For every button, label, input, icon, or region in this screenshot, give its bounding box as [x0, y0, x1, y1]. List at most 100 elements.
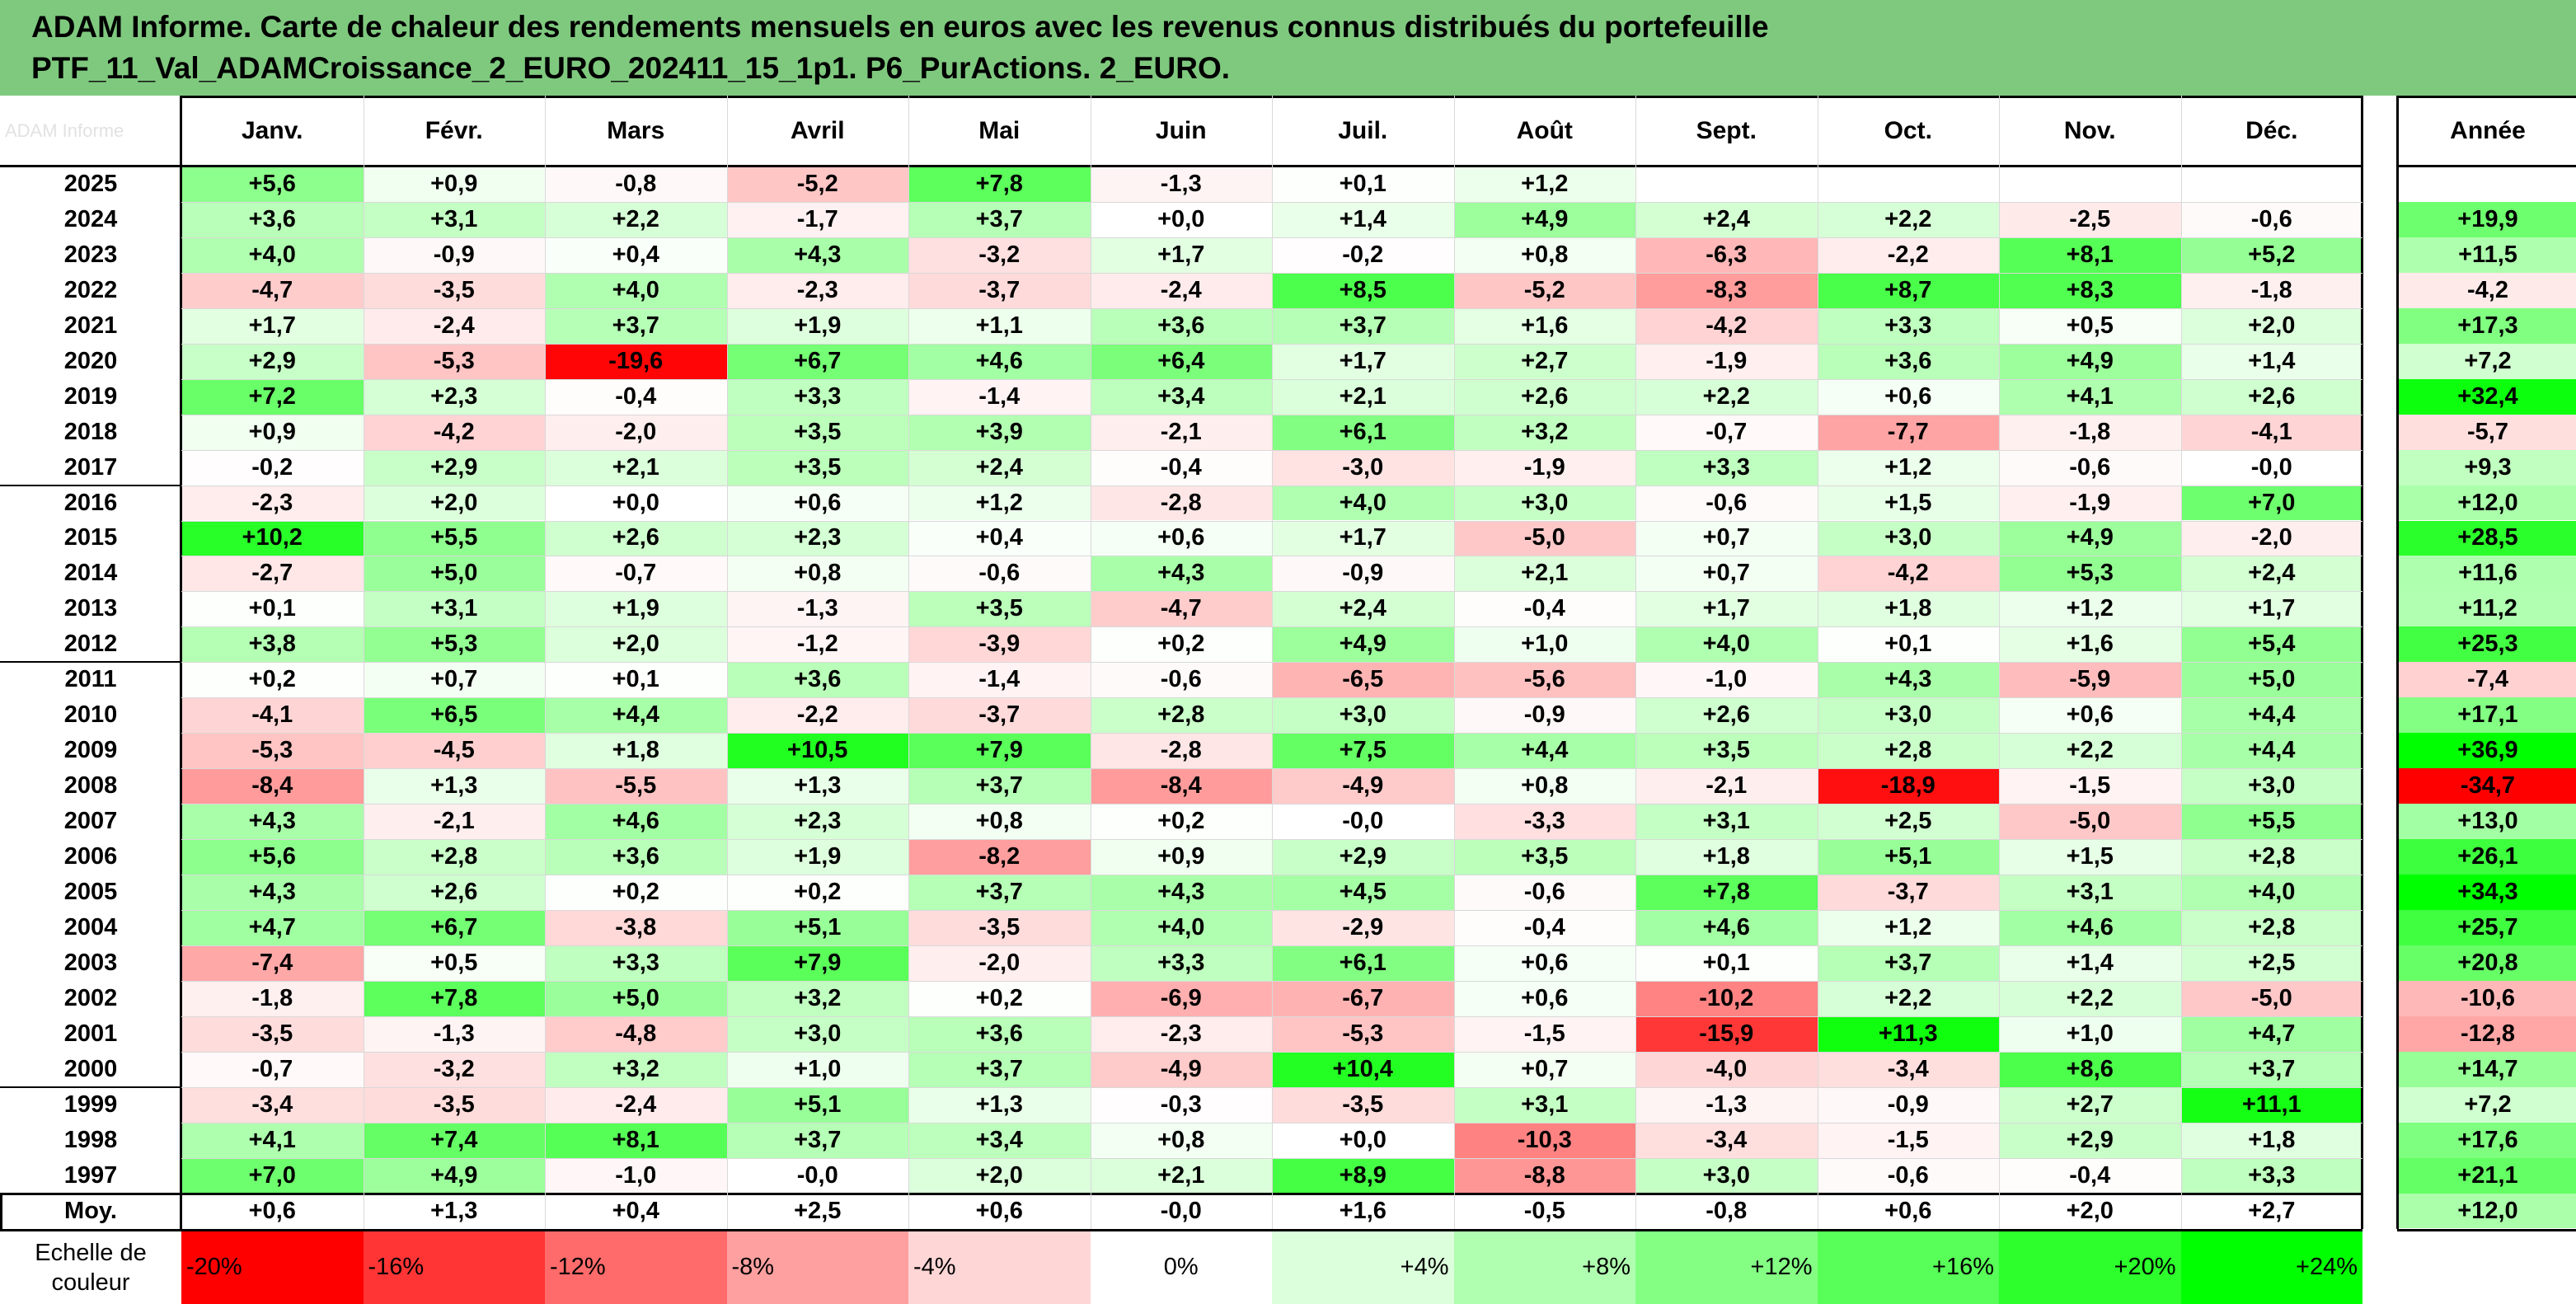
- color-scale-stop: +24%: [2180, 1231, 2363, 1304]
- heatmap-cell: -1,2: [726, 626, 908, 663]
- heatmap-cell: +1,7: [181, 307, 364, 344]
- heatmap-cell: -3,8: [545, 909, 727, 945]
- heatmap-cell: -0,2: [181, 449, 364, 485]
- heatmap-cell: +3,3: [2180, 1157, 2363, 1194]
- heatmap-cell: +3,4: [908, 1122, 1091, 1158]
- heatmap-cell: +2,8: [2180, 909, 2363, 945]
- heatmap-cell: -0,6: [1090, 662, 1272, 698]
- heatmap-cell: +4,9: [1272, 626, 1454, 663]
- heatmap-cell: +2,5: [2180, 945, 2363, 981]
- annual-cell: +34,3: [2397, 875, 2576, 910]
- heatmap-cell: +5,1: [726, 1086, 908, 1123]
- heatmap-cell: +0,2: [545, 875, 727, 910]
- heatmap-cell: +0,1: [181, 591, 364, 627]
- heatmap-cell: -5,6: [1453, 662, 1635, 698]
- heatmap-cell: -3,2: [363, 1051, 545, 1087]
- heatmap-cell: +0,6: [726, 485, 908, 521]
- heatmap-cell: -4,1: [181, 697, 364, 734]
- heatmap-cell: +0,1: [1635, 945, 1818, 981]
- heatmap-cell: +3,1: [1635, 804, 1818, 840]
- grid-line: [181, 768, 2363, 770]
- heatmap-cell: +1,2: [1817, 449, 1999, 485]
- heatmap-cell: +3,0: [1817, 697, 1999, 734]
- heatmap-cell: +4,4: [545, 697, 727, 734]
- row-year-label: 2013: [63, 595, 118, 622]
- heatmap-cell: +0,2: [908, 980, 1091, 1016]
- heatmap-cell: -0,4: [1999, 1157, 2181, 1194]
- color-scale-stop: +16%: [1817, 1231, 1999, 1304]
- heatmap-cell: -1,5: [1453, 1016, 1635, 1052]
- heatmap-cell: +4,3: [1090, 556, 1272, 592]
- heatmap-cell: +3,3: [1090, 945, 1272, 981]
- color-scale-stop: -8%: [726, 1231, 908, 1304]
- heatmap-cell: -5,0: [1999, 804, 2181, 840]
- heatmap-cell: -3,5: [181, 1016, 364, 1052]
- heatmap-cell: +6,7: [363, 909, 545, 945]
- annual-cell: +20,8: [2397, 945, 2576, 981]
- heatmap-cell: -2,8: [1090, 485, 1272, 521]
- heatmap-cell: +1,8: [545, 733, 727, 769]
- annual-cell: [2397, 167, 2576, 202]
- row-year-label: 2012: [63, 631, 118, 658]
- heatmap-cell: +3,5: [908, 591, 1091, 627]
- chart-title-line-2: PTF_11_Val_ADAMCroissance_2_EURO_202411_…: [31, 51, 1231, 85]
- heatmap-cell: +0,8: [1453, 768, 1635, 804]
- column-header-8: Août: [1516, 117, 1573, 144]
- title-bar: ADAM Informe. Carte de chaleur des rende…: [0, 0, 2576, 96]
- heatmap-cell: +0,6: [1999, 697, 2181, 734]
- column-header-2: Févr.: [425, 117, 483, 144]
- heatmap-cell: -3,5: [363, 272, 545, 308]
- heatmap-cell: +3,6: [1090, 307, 1272, 344]
- heatmap-cell: +3,6: [726, 662, 908, 698]
- heatmap-cell: -2,1: [1635, 768, 1818, 804]
- heatmap-cell: +3,7: [726, 1122, 908, 1158]
- heatmap-cell: -1,8: [181, 980, 364, 1016]
- watermark-text: ADAM Informe: [5, 120, 124, 141]
- heatmap-cell: -3,5: [1272, 1086, 1454, 1123]
- heatmap-cell: -2,0: [2180, 520, 2363, 556]
- grid-line: [908, 96, 909, 1229]
- heatmap-cell: +5,0: [545, 980, 727, 1016]
- heatmap-cell: -3,4: [181, 1086, 364, 1123]
- heatmap-cell: +0,9: [363, 167, 545, 202]
- row-year-label: 2007: [63, 808, 118, 835]
- row-year-label: 2006: [63, 843, 118, 870]
- heatmap-cell: +3,2: [1453, 414, 1635, 450]
- annual-cell: +11,6: [2397, 556, 2576, 592]
- heatmap-cell: -3,0: [1272, 449, 1454, 485]
- heatmap-cell: +3,5: [726, 414, 908, 450]
- heatmap-cell: -8,4: [1090, 768, 1272, 804]
- average-cell: +0,4: [545, 1193, 727, 1229]
- heatmap-cell: +3,7: [908, 201, 1091, 237]
- heatmap-cell: +2,0: [363, 485, 545, 521]
- heatmap-cell: +3,9: [908, 414, 1091, 450]
- heatmap-cell: +4,0: [2180, 875, 2363, 910]
- heatmap-cell: -2,4: [363, 307, 545, 344]
- column-header-5: Mai: [978, 117, 1021, 144]
- annual-cell: +36,9: [2397, 733, 2576, 769]
- heatmap-cell: -1,5: [1817, 1122, 1999, 1158]
- heatmap-cell: -3,4: [1817, 1051, 1999, 1087]
- color-scale-stop: -20%: [181, 1231, 364, 1304]
- heatmap-cell: +1,0: [1453, 626, 1635, 663]
- heatmap-cell: +2,2: [1999, 980, 2181, 1016]
- annual-cell: -5,7: [2397, 414, 2576, 450]
- heatmap-cell: +2,8: [2180, 839, 2363, 875]
- heatmap-cell: +10,2: [181, 520, 364, 556]
- heatmap-cell: +5,6: [181, 839, 364, 875]
- color-scale-stop: +4%: [1272, 1231, 1454, 1304]
- heatmap-cell: +1,5: [1999, 839, 2181, 875]
- heatmap-cell: +2,9: [1999, 1122, 2181, 1158]
- grid-line: [181, 343, 2363, 345]
- heatmap-cell: +0,2: [1090, 626, 1272, 663]
- heatmap-cell: +2,9: [1272, 839, 1454, 875]
- column-header-12: Déc.: [2245, 117, 2298, 144]
- heatmap-cell: +5,1: [1817, 839, 1999, 875]
- heatmap-cell: +3,2: [726, 980, 908, 1016]
- heatmap-cell: +4,6: [545, 804, 727, 840]
- heatmap-cell: +2,1: [1090, 1157, 1272, 1194]
- heatmap-cell: -0,7: [545, 556, 727, 592]
- heatmap-cell: +2,6: [1453, 378, 1635, 415]
- heatmap-cell: +0,7: [1453, 1051, 1635, 1087]
- annual-cell: +21,1: [2397, 1157, 2576, 1194]
